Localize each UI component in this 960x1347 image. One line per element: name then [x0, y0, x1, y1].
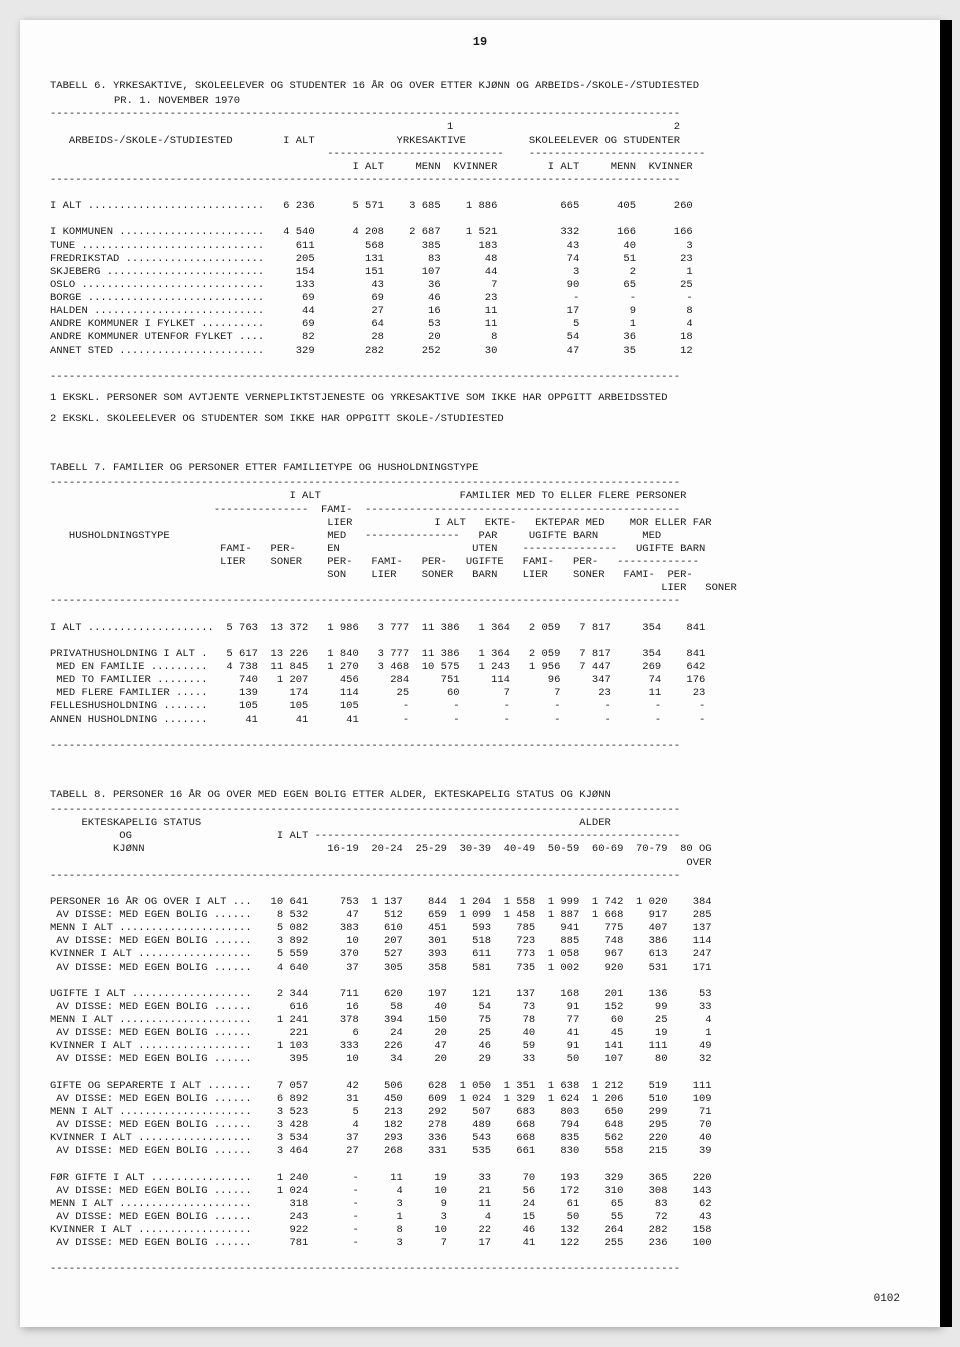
table6-note1: 1 EKSKL. PERSONER SOM AVTJENTE VERNEPLIK…: [50, 392, 910, 405]
footer-code: 0102: [874, 1293, 900, 1307]
table6-subtitle: PR. 1. NOVEMBER 1970: [114, 95, 910, 108]
table7-body: ----------------------------------------…: [50, 477, 910, 753]
table8-title: TABELL 8. PERSONER 16 ÅR OG OVER MED EGE…: [50, 789, 910, 802]
table6-title: TABELL 6. YRKESAKTIVE, SKOLEELEVER OG ST…: [50, 80, 910, 93]
table8-body: ----------------------------------------…: [50, 804, 910, 1277]
table6-body: ----------------------------------------…: [50, 108, 910, 384]
table6-note2: 2 EKSKL. SKOLEELEVER OG STUDENTER SOM IK…: [50, 413, 910, 426]
page-number: 19: [50, 35, 910, 50]
table7-title: TABELL 7. FAMILIER OG PERSONER ETTER FAM…: [50, 462, 910, 475]
